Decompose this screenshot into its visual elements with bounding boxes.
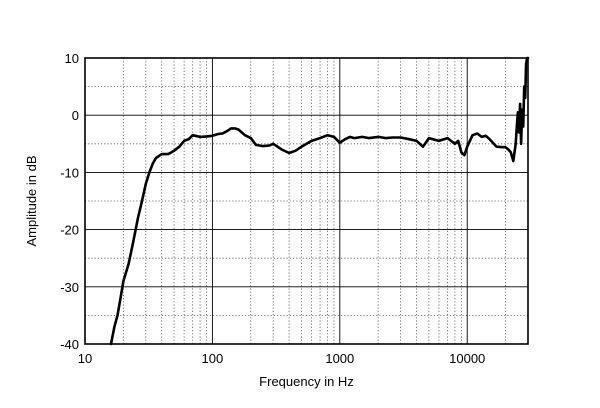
y-tick-labels: 10 0 -10 -20 -30 -40 bbox=[60, 51, 79, 352]
y-axis-label: Amplitude in dB bbox=[24, 155, 39, 246]
y-tick-label: -20 bbox=[60, 223, 79, 238]
series-line bbox=[109, 56, 530, 346]
x-tick-label: 100 bbox=[202, 351, 224, 366]
major-grid bbox=[85, 58, 528, 344]
plot-frame bbox=[84, 57, 529, 345]
minor-grid bbox=[85, 58, 529, 344]
x-tick-label: 1000 bbox=[325, 351, 354, 366]
x-tick-labels: 10 100 1000 10000 bbox=[78, 351, 486, 366]
x-axis-label: Frequency in Hz bbox=[259, 374, 354, 389]
x-tick-label: 10000 bbox=[449, 351, 485, 366]
y-tick-label: 0 bbox=[72, 108, 79, 123]
y-tick-label: -30 bbox=[60, 280, 79, 295]
y-tick-label: 10 bbox=[65, 51, 79, 66]
y-tick-label: -10 bbox=[60, 165, 79, 180]
x-tick-label: 10 bbox=[78, 351, 92, 366]
y-tick-label: -40 bbox=[60, 337, 79, 352]
